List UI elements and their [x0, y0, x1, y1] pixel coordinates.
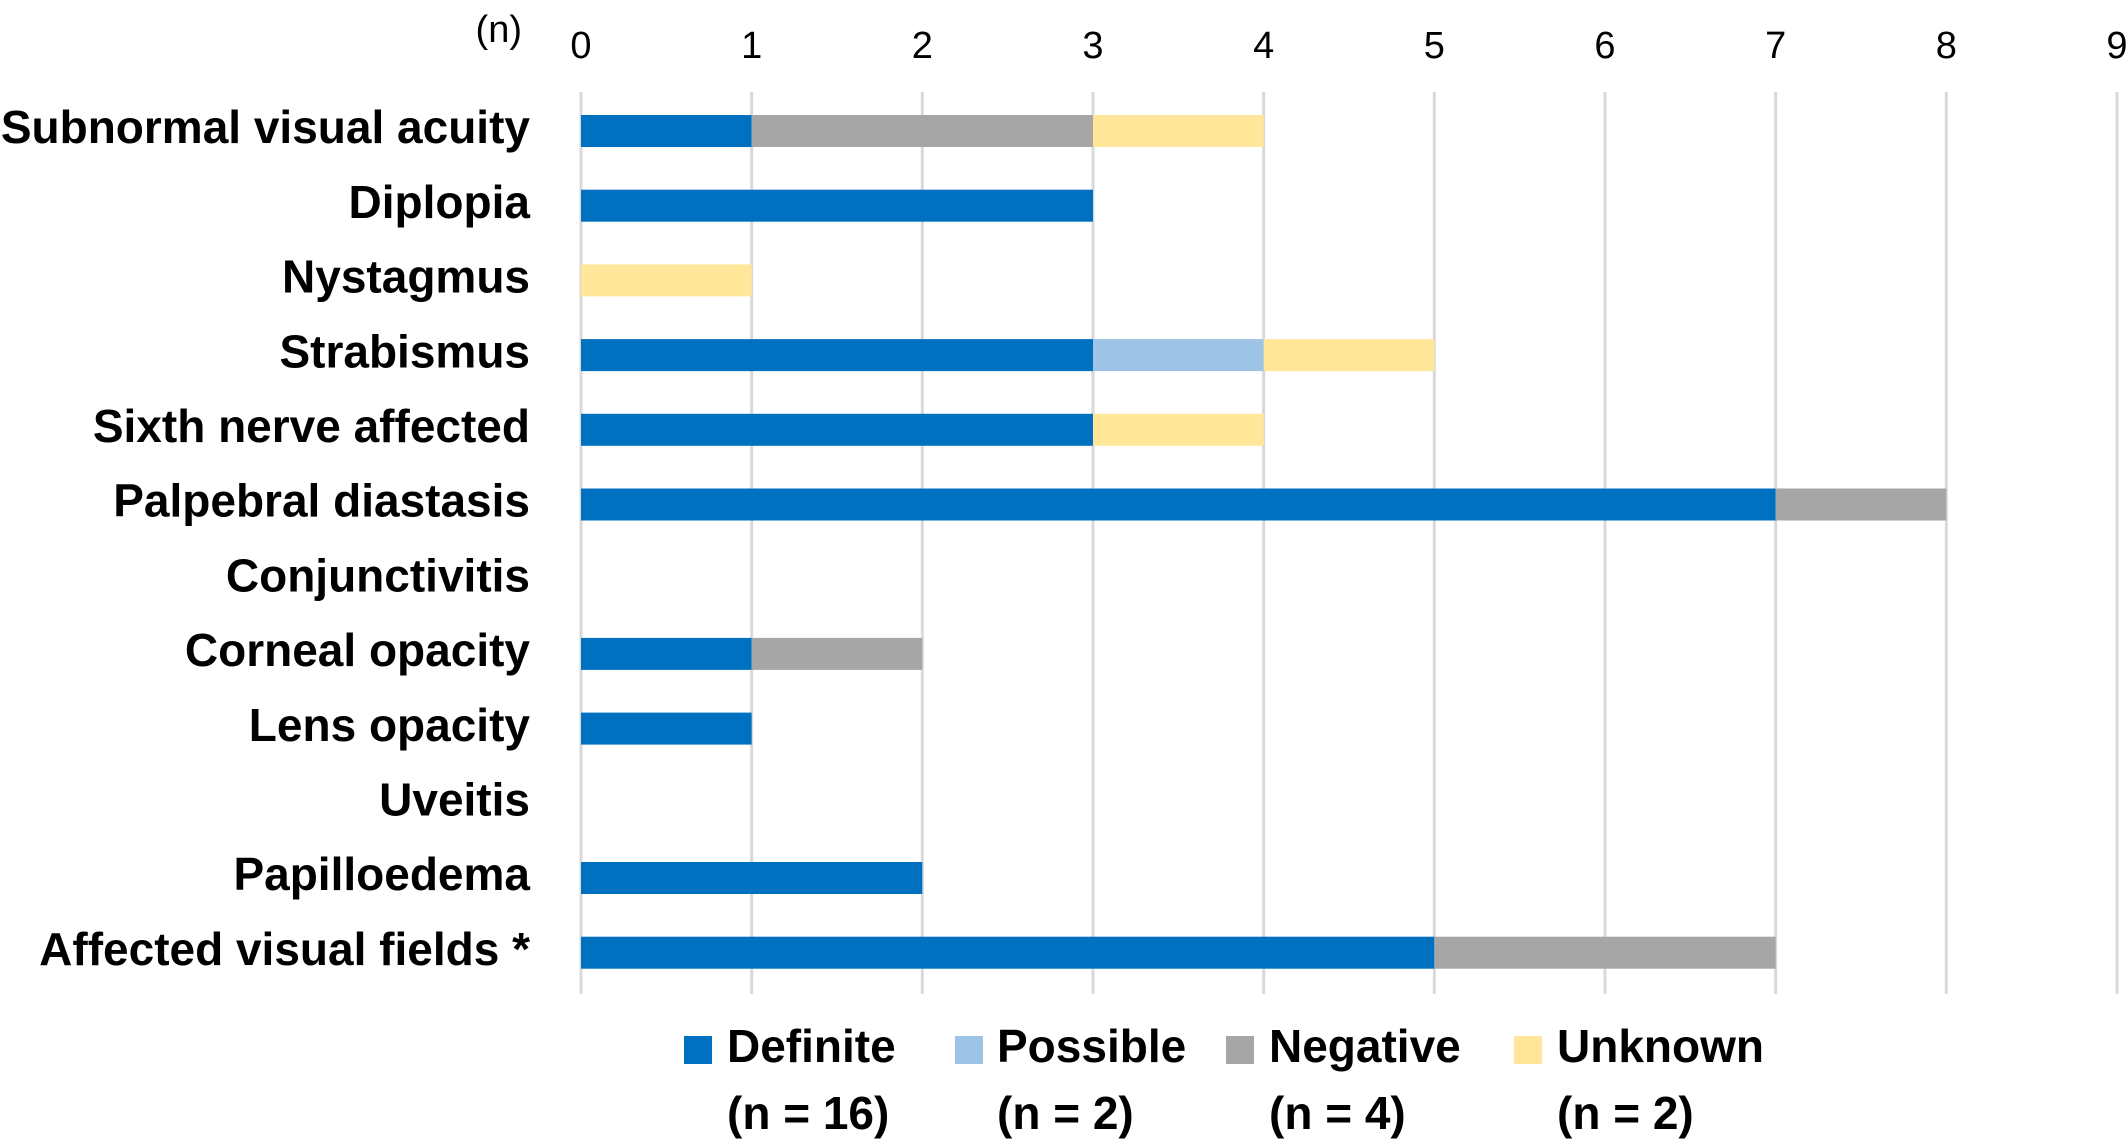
bars — [581, 115, 1947, 969]
bar-negative-5 — [1775, 488, 1947, 521]
bar-definite-8 — [581, 712, 752, 745]
x-tick-labels: (n) 0 1 2 3 4 5 6 7 8 9 — [476, 9, 2128, 67]
bar-definite-10 — [581, 862, 923, 894]
bar-definite-4 — [581, 413, 1093, 446]
legend-swatch-possible — [955, 1036, 983, 1064]
legend-count-unknown: (n = 2) — [1557, 1087, 1694, 1139]
category-label: Corneal opacity — [185, 624, 531, 676]
category-label: Uveitis — [379, 773, 530, 825]
category-label: Nystagmus — [282, 251, 530, 303]
bar-definite-0 — [581, 115, 752, 147]
legend-label-negative: Negative — [1269, 1020, 1461, 1072]
category-label: Sixth nerve affected — [93, 400, 530, 452]
category-label: Subnormal visual acuity — [1, 101, 531, 153]
legend-label-possible: Possible — [997, 1020, 1186, 1072]
x-tick-label: 1 — [741, 25, 762, 67]
bar-unknown-2 — [581, 264, 752, 297]
x-tick-label: 8 — [1936, 25, 1957, 67]
bar-unknown-4 — [1093, 413, 1264, 446]
x-tick-label: 2 — [912, 25, 933, 67]
bar-possible-3 — [1093, 339, 1264, 372]
category-label: Papilloedema — [233, 848, 530, 900]
category-label: Diplopia — [349, 176, 531, 228]
legend-swatch-unknown — [1514, 1036, 1542, 1064]
legend-label-unknown: Unknown — [1557, 1020, 1764, 1072]
bar-negative-7 — [751, 637, 923, 670]
x-tick-label: 4 — [1253, 25, 1274, 67]
x-tick-label: 5 — [1424, 25, 1445, 67]
axis-unit-label: (n) — [476, 9, 522, 51]
legend-count-definite: (n = 16) — [727, 1087, 889, 1139]
legend: Definite (n = 16) Possible (n = 2) Negative (… — [684, 1020, 1764, 1139]
category-label: Palpebral diastasis — [113, 475, 530, 527]
category-label: Affected visual fields * — [39, 923, 530, 975]
bar-negative-0 — [751, 115, 1093, 147]
x-tick-label: 7 — [1765, 25, 1786, 67]
category-label: Strabismus — [279, 325, 530, 377]
bar-definite-7 — [581, 637, 752, 670]
bar-unknown-3 — [1263, 339, 1435, 372]
x-tick-label: 3 — [1082, 25, 1103, 67]
bar-definite-11 — [581, 936, 1435, 969]
legend-count-possible: (n = 2) — [997, 1087, 1134, 1139]
bar-unknown-0 — [1093, 115, 1264, 147]
legend-count-negative: (n = 4) — [1269, 1087, 1406, 1139]
bar-negative-11 — [1434, 936, 1776, 969]
legend-swatch-negative — [1226, 1036, 1254, 1064]
category-label: Conjunctivitis — [226, 549, 530, 601]
bar-definite-5 — [581, 488, 1776, 521]
bar-definite-3 — [581, 339, 1093, 372]
category-label: Lens opacity — [249, 699, 531, 751]
x-tick-label: 0 — [570, 25, 591, 67]
gridlines — [579, 92, 2119, 994]
category-labels: Subnormal visual acuity Diplopia Nystagmus… — [1, 101, 531, 975]
bar-definite-1 — [581, 189, 1093, 222]
legend-label-definite: Definite — [727, 1020, 896, 1072]
x-tick-label: 6 — [1594, 25, 1615, 67]
legend-swatch-definite — [684, 1036, 712, 1064]
x-tick-label: 9 — [2106, 25, 2127, 67]
